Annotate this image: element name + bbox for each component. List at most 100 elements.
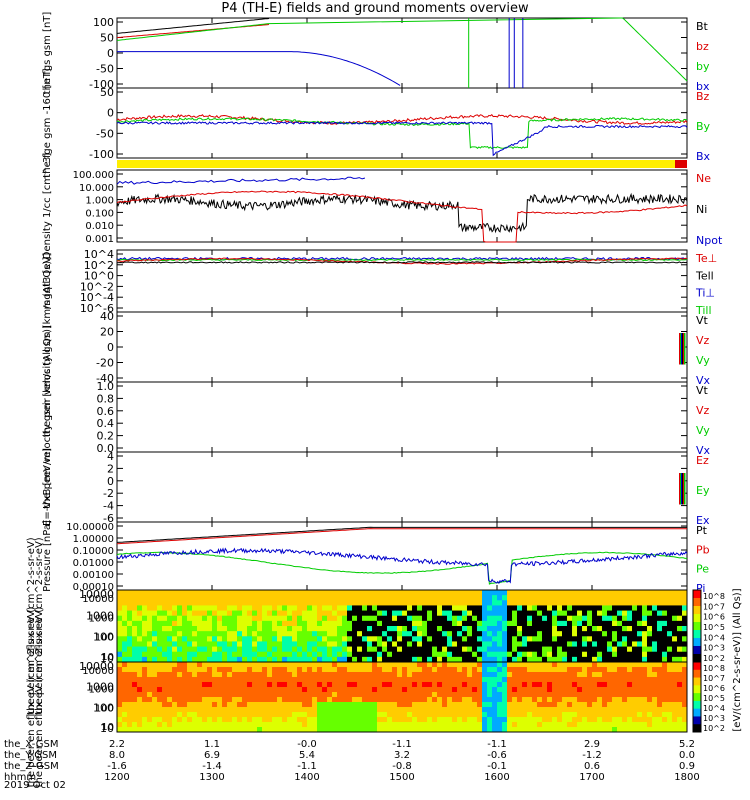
spec-cell: [322, 590, 328, 596]
spec-cell: [547, 702, 553, 708]
spec-cell: [167, 707, 173, 713]
spec-cell: [572, 702, 578, 708]
spec-cell: [367, 610, 373, 617]
spec-cell: [342, 677, 348, 683]
spec-cell: [242, 610, 248, 617]
y-tick-label: 4: [107, 450, 114, 463]
spec-cell: [347, 722, 353, 728]
spec-cell: [492, 626, 498, 632]
spec-cell: [572, 600, 578, 606]
spec-cell: [202, 636, 208, 642]
spec-cell: [507, 636, 513, 642]
spec-cell: [222, 626, 228, 632]
spec-cell: [127, 620, 133, 627]
spec-cell: [622, 595, 628, 601]
spec-cell: [462, 667, 468, 673]
spec-cell: [117, 667, 123, 673]
spec-cell: [117, 610, 123, 617]
spec-cell: [372, 667, 378, 673]
spec-cell: [492, 697, 498, 703]
panel-frame: [116, 451, 688, 523]
spec-cell: [637, 682, 643, 688]
y-tick-label: 0.10000: [73, 546, 114, 557]
spec-cell: [162, 605, 168, 612]
spec-cell: [212, 615, 218, 622]
spec-cell: [382, 641, 388, 648]
spec-cell: [127, 656, 133, 663]
spec-cell: [672, 595, 678, 601]
spec-cell: [467, 687, 473, 693]
spec-cell: [167, 631, 173, 637]
spec-cell: [297, 600, 303, 606]
spec-cell: [442, 641, 448, 648]
spec-cell: [332, 605, 338, 612]
spec-cell: [367, 615, 373, 622]
spec-cell: [232, 722, 238, 728]
spec-cell: [147, 656, 153, 663]
spec-cell: [337, 631, 343, 637]
spec-cell: [437, 656, 443, 663]
spec-cell: [202, 600, 208, 606]
y-tick-label: 20: [100, 326, 114, 339]
spec-cell: [472, 727, 478, 733]
spec-cell: [197, 620, 203, 627]
spec-cell: [472, 636, 478, 642]
spec-cell: [642, 620, 648, 627]
spec-cell: [182, 646, 188, 653]
spec-cell: [327, 682, 333, 688]
spec-cell: [262, 717, 268, 723]
spec-cell: [497, 692, 503, 698]
spec-cell: [342, 610, 348, 617]
spec-cell: [147, 646, 153, 653]
spec-cell: [567, 677, 573, 683]
colorbar-segment: [693, 669, 701, 679]
spec-cell: [467, 610, 473, 617]
spec-cell: [312, 692, 318, 698]
spec-cell: [467, 651, 473, 658]
spec-cell: [372, 600, 378, 606]
spec-cell: [322, 636, 328, 642]
colorbar-tick: 10^3: [703, 644, 725, 653]
spec-cell: [637, 677, 643, 683]
spec-cell: [202, 692, 208, 698]
spec-cell: [232, 727, 238, 733]
spec-cell: [497, 662, 503, 668]
spec-cell: [132, 631, 138, 637]
spec-cell: [572, 646, 578, 653]
spec-cell: [527, 610, 533, 617]
spec-cell: [397, 712, 403, 718]
spec-cell: [252, 651, 258, 658]
spec-cell: [242, 727, 248, 733]
spec-cell: [502, 717, 508, 723]
spec-cell: [637, 595, 643, 601]
spec-cell: [487, 717, 493, 723]
spec-cell: [457, 727, 463, 733]
spec-cell: [667, 712, 673, 718]
panel-frame: [116, 311, 688, 383]
spec-cell: [662, 672, 668, 678]
spec-cell: [617, 667, 623, 673]
spec-cell: [552, 667, 558, 673]
spec-cell: [407, 651, 413, 658]
spec-cell: [597, 615, 603, 622]
spec-cell: [197, 722, 203, 728]
spec-cell: [407, 662, 413, 668]
spec-cell: [227, 651, 233, 658]
spec-cell: [302, 605, 308, 612]
spec-cell: [627, 677, 633, 683]
spec-cell: [357, 620, 363, 627]
spec-cell: [532, 656, 538, 663]
spec-cell: [312, 687, 318, 693]
spec-cell: [492, 651, 498, 658]
spec-cell: [407, 687, 413, 693]
spec-cell: [517, 631, 523, 637]
spec-cell: [282, 651, 288, 658]
spec-cell: [317, 687, 323, 693]
spec-cell: [252, 722, 258, 728]
spec-cell: [192, 646, 198, 653]
spec-cell: [632, 702, 638, 708]
spec-cell: [202, 615, 208, 622]
spec-cell: [252, 615, 258, 622]
spec-cell: [332, 692, 338, 698]
spec-cell: [302, 692, 308, 698]
